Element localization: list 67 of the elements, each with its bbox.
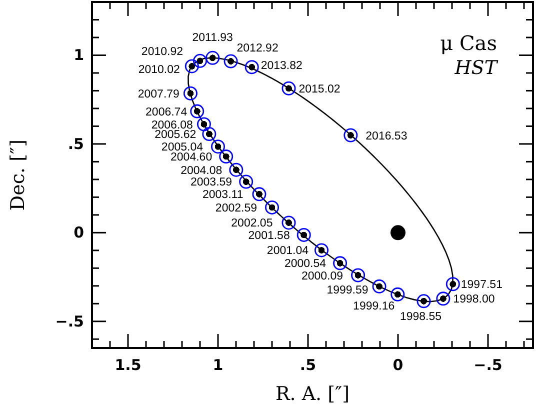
y-axis-title: Dec. [″] bbox=[7, 139, 29, 211]
annotation: 2000.54 bbox=[284, 258, 327, 270]
point bbox=[202, 127, 216, 142]
point bbox=[344, 128, 358, 142]
annotation: 1997.51 bbox=[460, 279, 502, 292]
point bbox=[229, 162, 244, 177]
x-tick-label: −.5 bbox=[474, 356, 502, 374]
point bbox=[390, 287, 405, 302]
annotation: 1998.00 bbox=[453, 294, 495, 306]
annotation: 2011.93 bbox=[192, 32, 233, 44]
point bbox=[211, 140, 225, 154]
annotation: 2004.60 bbox=[170, 152, 212, 164]
annotation: 2003.59 bbox=[190, 176, 232, 189]
y-tick-label: .5 bbox=[68, 134, 84, 153]
x-axis-title: R. A. [″] bbox=[275, 383, 350, 405]
y-tick-label: 1 bbox=[74, 46, 84, 64]
x-tick-label: 1.5 bbox=[114, 356, 142, 374]
annotation: 2004.08 bbox=[180, 164, 222, 177]
annotation: 2010.92 bbox=[141, 46, 183, 58]
annotation: 2001.04 bbox=[266, 245, 310, 258]
point bbox=[196, 117, 211, 132]
annotation: 1998.55 bbox=[400, 311, 442, 324]
annotation: 2010.02 bbox=[138, 64, 180, 76]
point bbox=[252, 187, 266, 202]
point bbox=[219, 150, 234, 164]
point bbox=[351, 268, 366, 282]
annotation: 2015.02 bbox=[298, 83, 340, 96]
text: μ Cas bbox=[440, 31, 497, 55]
annotation: 2012.92 bbox=[236, 42, 278, 54]
point bbox=[224, 54, 238, 68]
point bbox=[265, 200, 279, 214]
point bbox=[190, 104, 204, 118]
point bbox=[390, 225, 406, 240]
point bbox=[282, 216, 296, 230]
point bbox=[333, 256, 348, 270]
point bbox=[436, 292, 450, 306]
annotation: 2005.04 bbox=[161, 142, 204, 154]
x-tick-label: 0 bbox=[392, 356, 404, 374]
point bbox=[193, 54, 207, 68]
point bbox=[372, 279, 386, 294]
y-tick-label: −.5 bbox=[55, 312, 84, 330]
point bbox=[239, 174, 254, 189]
point bbox=[416, 294, 431, 308]
y-tick-label: 0 bbox=[74, 224, 84, 242]
annotation: 2002.59 bbox=[215, 202, 257, 214]
annotation: 2005.62 bbox=[154, 129, 196, 142]
point bbox=[296, 228, 311, 242]
annotation: 2013.82 bbox=[260, 60, 302, 72]
annotation: 2016.53 bbox=[366, 130, 408, 142]
annotation: 2006.08 bbox=[151, 119, 193, 132]
annotation: 2006.74 bbox=[146, 106, 188, 118]
point bbox=[446, 277, 460, 292]
annotation: 2002.05 bbox=[231, 218, 273, 230]
annotation: 2003.11 bbox=[202, 189, 244, 202]
point bbox=[206, 50, 220, 65]
annotation: 1999.16 bbox=[353, 300, 395, 312]
annotation: 2001.58 bbox=[248, 230, 290, 242]
point bbox=[314, 243, 328, 258]
point bbox=[244, 60, 259, 74]
annotation: 1999.59 bbox=[326, 284, 368, 296]
x-tick-label: 1 bbox=[212, 356, 224, 374]
point bbox=[282, 81, 296, 96]
text: HST bbox=[454, 57, 498, 79]
annotation: 2000.09 bbox=[301, 270, 344, 282]
x-tick-label: .5 bbox=[300, 356, 316, 374]
annotation: 2007.79 bbox=[138, 88, 180, 100]
point bbox=[183, 86, 198, 100]
